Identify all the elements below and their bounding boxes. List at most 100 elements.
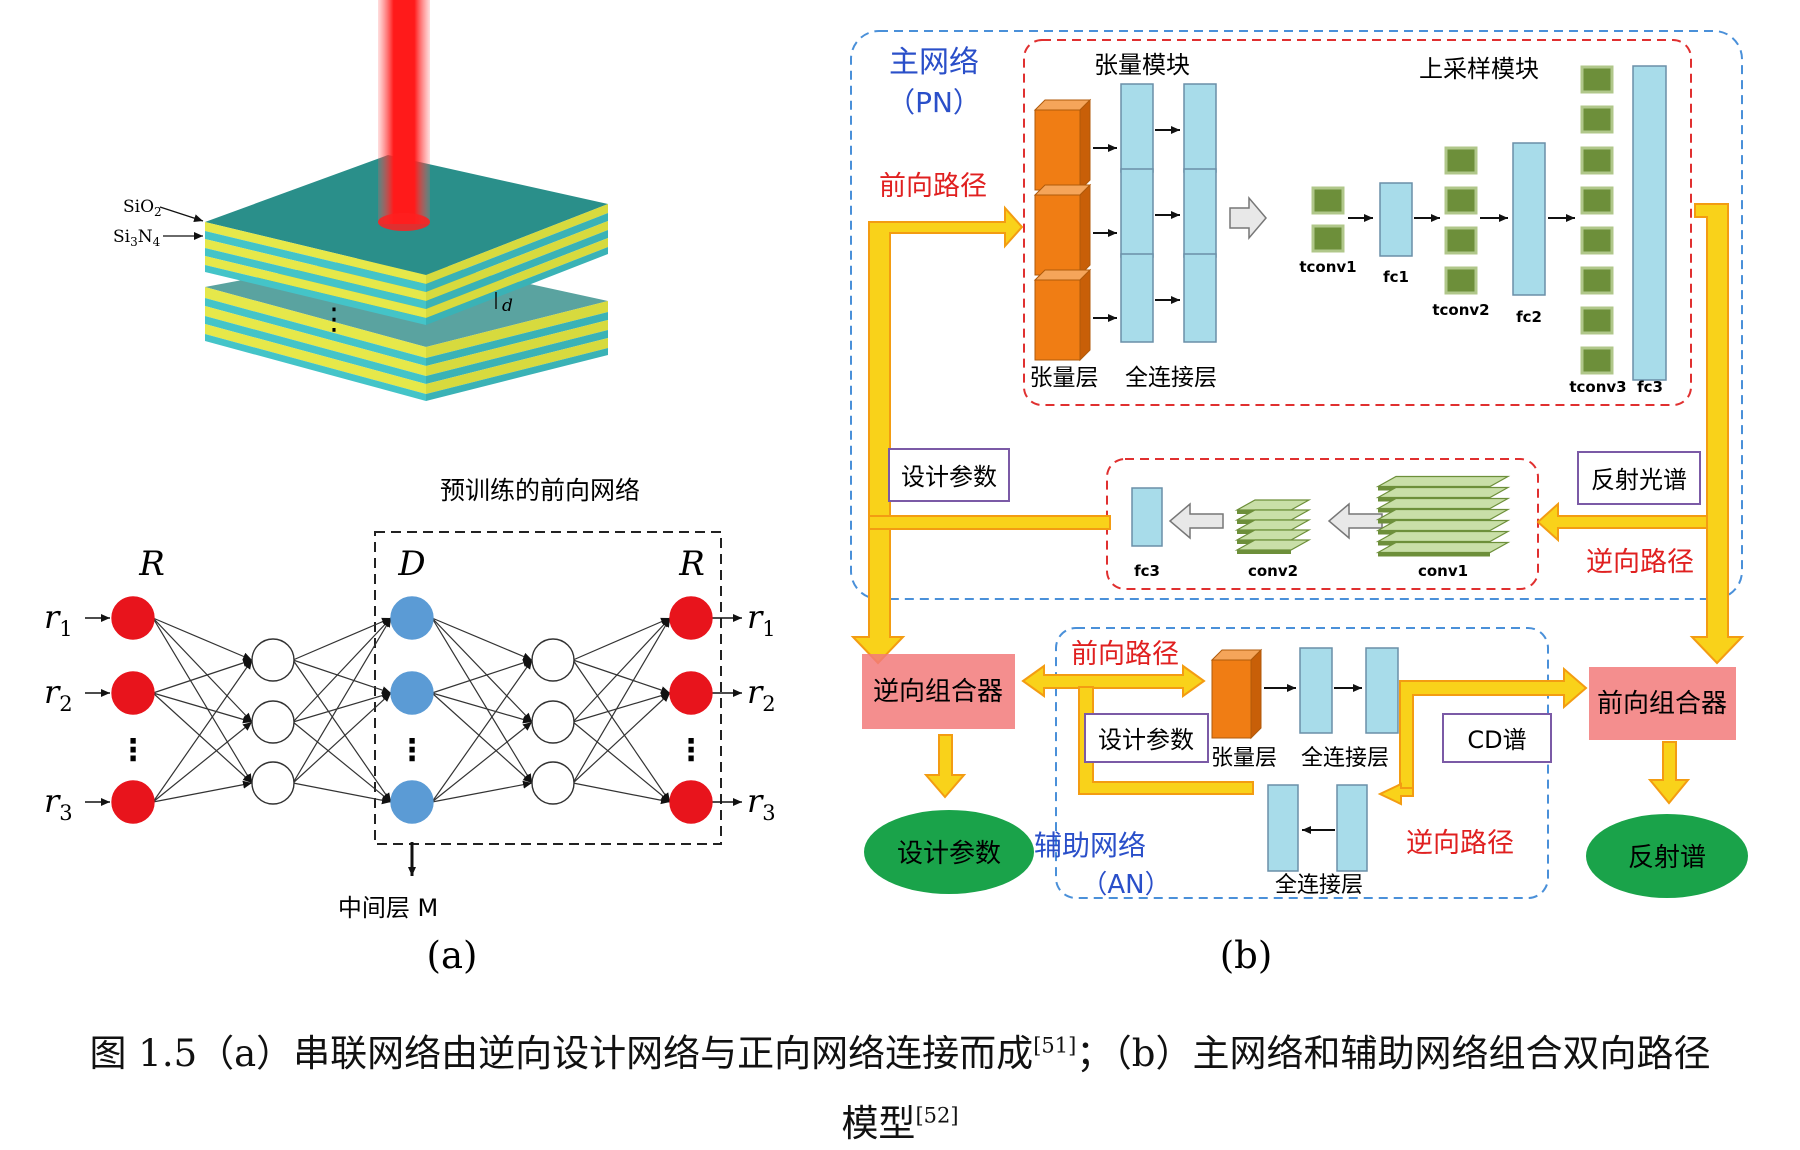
output-design-params-text: 设计参数 — [897, 839, 1001, 869]
network-nodes — [111, 596, 713, 824]
hidden-node-b — [531, 761, 575, 805]
tconv-cell — [1444, 146, 1478, 175]
network-edge — [431, 780, 533, 803]
conv-sheet — [1375, 519, 1511, 532]
forward-path-label: 前向路径 — [879, 171, 987, 202]
aux-rev-fc-block-2 — [1336, 784, 1368, 872]
aux-fc-block-2 — [1365, 647, 1399, 734]
network-edge — [152, 659, 253, 803]
network-edge — [152, 617, 253, 661]
fc1-label: fc1 — [1383, 268, 1409, 286]
lower-slab — [205, 253, 608, 401]
tconv-cell — [1580, 306, 1614, 335]
tconv-cell — [1580, 146, 1614, 175]
input-labels: r1 r2 r3 — [44, 598, 73, 825]
network-edge — [152, 617, 253, 784]
network-edge — [292, 659, 392, 694]
inverse-combiner-box — [862, 654, 1015, 729]
tensor-layer-block — [1034, 194, 1081, 276]
aux-forward-blocks — [1210, 647, 1399, 740]
conv1-to-conv2-arrow — [1327, 502, 1383, 540]
network-edge — [152, 692, 253, 724]
caption-text-part3: 模型 — [841, 1102, 916, 1145]
reverse-path-arrow — [1536, 501, 1708, 543]
network-edge — [292, 617, 392, 661]
aux-reverse-path-label: 逆向路径 — [1406, 828, 1514, 859]
network-edge — [292, 692, 392, 784]
aux-rev-fc-label: 全连接层 — [1275, 873, 1363, 898]
aux-design-params-text: 设计参数 — [1098, 726, 1194, 754]
aux-tensor-block — [1211, 659, 1252, 739]
network-edge — [152, 692, 253, 784]
tconv-cell — [1444, 186, 1478, 215]
conv-sheet — [1375, 530, 1511, 543]
primary-network-boundary — [850, 30, 1743, 600]
inverse-combiner-text: 逆向组合器 — [873, 677, 1003, 707]
latent-node — [390, 596, 434, 640]
output-r1: r1 — [747, 598, 776, 641]
network-edge — [572, 691, 671, 723]
latent-node — [390, 780, 434, 824]
fc-block — [1512, 142, 1546, 296]
output-design-params-ellipse — [864, 810, 1034, 894]
laser-beam — [378, 0, 430, 224]
sio2-label: SiO2 — [123, 197, 162, 219]
network-edge — [572, 659, 671, 803]
conv2-to-fc3-arrow — [1168, 502, 1224, 540]
rev-fc3-label: fc3 — [1134, 562, 1160, 580]
network-edge — [431, 692, 533, 724]
aux-rev-fc-block-1 — [1267, 784, 1299, 872]
design-params-box — [888, 448, 1010, 502]
output-labels: r1 r2 r3 — [747, 598, 776, 825]
caption-ref-52: [52] — [915, 1103, 959, 1128]
tconv-cell — [1580, 105, 1614, 134]
output-node — [669, 671, 713, 715]
input-node — [111, 671, 155, 715]
aux-net-abbr: （AN） — [1081, 870, 1170, 900]
network-edge — [572, 782, 671, 805]
latent-dots: ⋮ — [397, 733, 427, 768]
conv-sheet — [1375, 475, 1511, 488]
tensor-layer-block — [1034, 109, 1081, 191]
network-edge — [292, 782, 392, 805]
figure-caption-line2: 模型[52] — [0, 1093, 1800, 1147]
network-edge — [152, 617, 253, 723]
fc-block — [1632, 65, 1667, 381]
network-edge — [152, 780, 253, 803]
primary-net-label: 主网络 — [889, 45, 979, 80]
tconv3-label: tconv3 — [1569, 378, 1626, 396]
design-params-text: 设计参数 — [901, 463, 997, 491]
reflection-spectrum-box — [1577, 451, 1701, 505]
tensor-cube-side — [1079, 268, 1091, 362]
si3n4-label: Si3N4 — [113, 227, 161, 249]
fc-layer-block — [1120, 253, 1154, 343]
left-r-symbol: R — [138, 544, 165, 584]
fc-block — [1379, 182, 1413, 257]
conv1-stack — [1375, 475, 1511, 557]
reverse-path-label: 逆向路径 — [1586, 547, 1694, 578]
network-edge — [292, 659, 392, 803]
fc-layer-block — [1183, 83, 1217, 173]
hidden-node-b — [531, 638, 575, 682]
thickness-label: d — [502, 296, 513, 316]
rev-fc3-block — [1131, 487, 1163, 547]
upsampling-module: tconv1 fc1 tconv2 fc2 tconv3 fc3 — [1299, 65, 1667, 396]
panel-b-label: (b) — [1220, 934, 1273, 977]
panel-b: 张量模块 上采样模块 主网络 （PN） 前向路径 tconv1 fc1 tconv2… — [850, 30, 1748, 977]
network-edge — [292, 721, 392, 803]
layer-repeat-dots: ⋮ — [319, 302, 349, 337]
aux-forward-path-label: 前向路径 — [1071, 639, 1179, 670]
network-edge — [431, 617, 533, 784]
hidden-node-a — [251, 700, 295, 744]
output-r2: r2 — [747, 673, 776, 716]
aux-reverse-arrow-head — [1377, 782, 1414, 806]
conv2-label: conv2 — [1248, 562, 1298, 580]
aux-fc-layer-label: 全连接层 — [1301, 746, 1389, 771]
network-edge — [431, 692, 533, 784]
panel-a: ⋮ d SiO2 Si3N4 预训练的前向网络 R D R ⋮ ⋮ ⋮ r1 r… — [44, 0, 776, 977]
latent-node — [390, 671, 434, 715]
tensor-layer-block — [1034, 279, 1081, 361]
aux-net-label: 辅助网络 — [1034, 829, 1146, 862]
inverse-combiner-down-arrow — [923, 734, 967, 799]
